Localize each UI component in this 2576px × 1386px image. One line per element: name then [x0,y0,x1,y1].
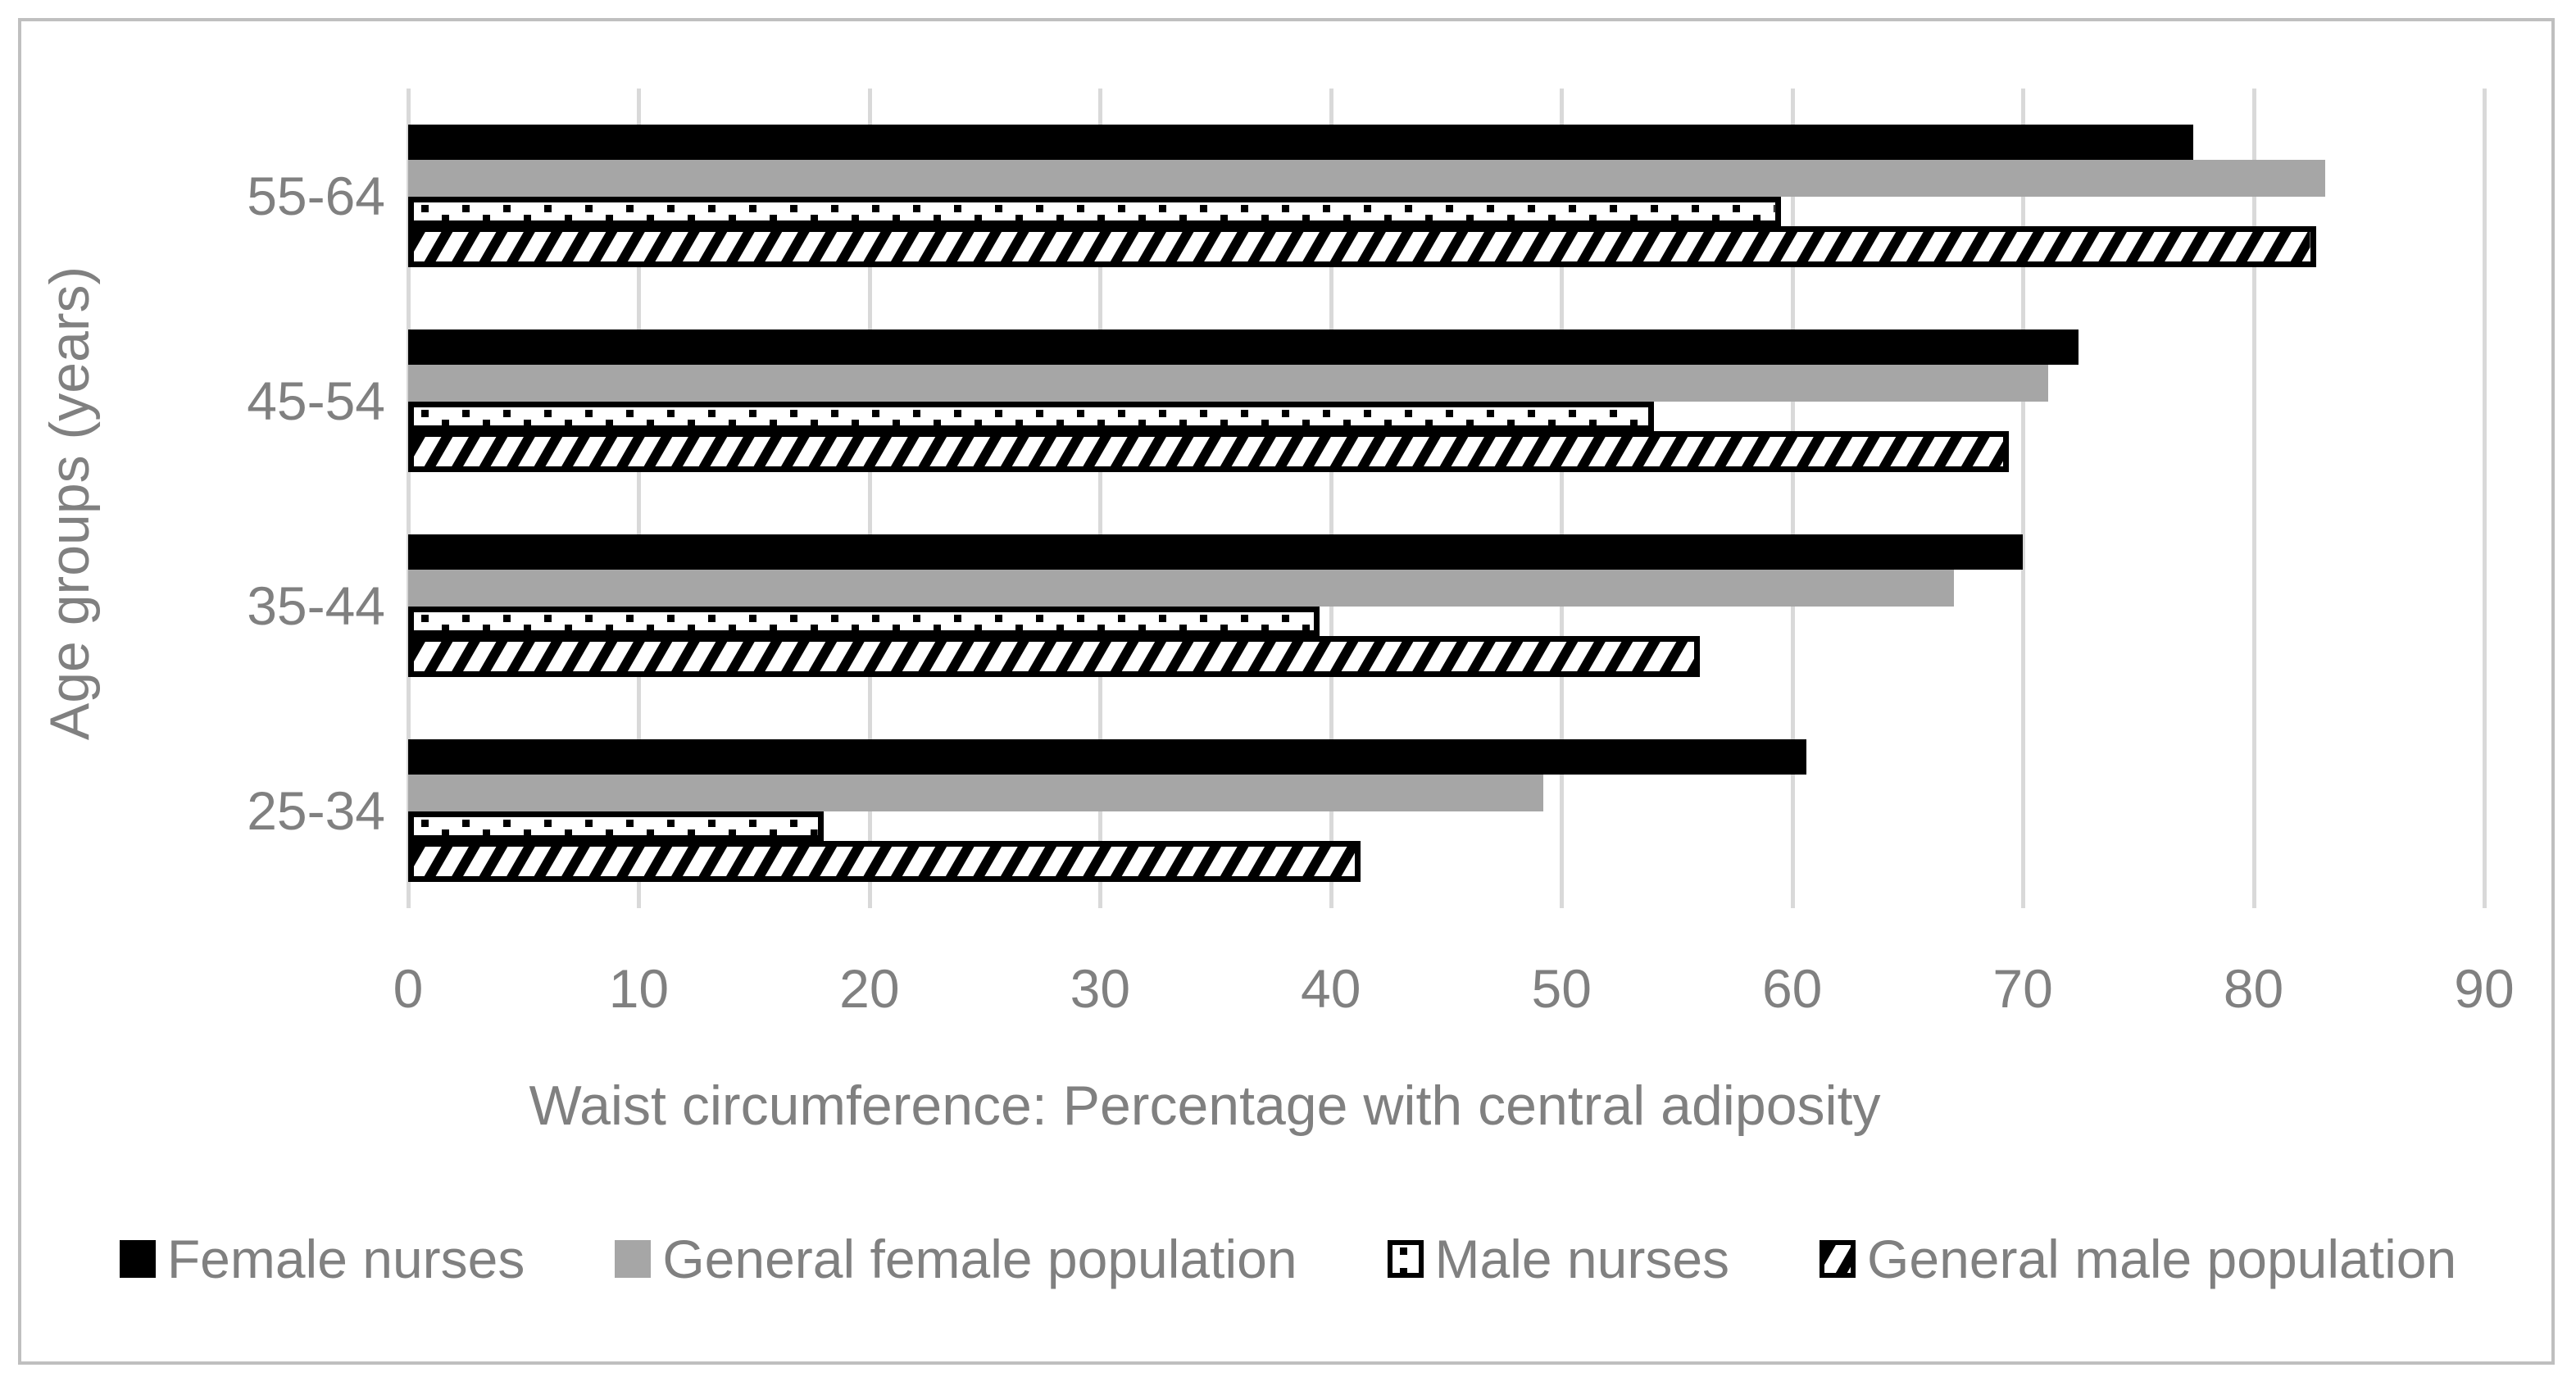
legend-item-female-nurses: Female nurses [119,1228,525,1290]
bar-male-nurses-25-34 [408,811,824,841]
legend-label: Female nurses [166,1229,525,1289]
gridline-90 [2483,89,2487,908]
legend-swatch-solid-gray [615,1240,652,1278]
bar-general-female-population-35-44 [408,570,1954,607]
legend-item-male-nurses: Male nurses [1387,1228,1730,1290]
tick-label-20: 20 [839,958,900,1019]
tick-label-40: 40 [1301,958,1361,1019]
legend-swatch-hatch-pattern [1820,1240,1856,1278]
bar-male-nurses-35-44 [408,607,1320,636]
bar-group-35-44 [408,534,2484,677]
gridline-20 [867,89,872,908]
tick-label-70: 70 [1992,958,2053,1019]
legend-label: General female population [662,1229,1297,1289]
bar-general-female-population-55-64 [408,160,2325,197]
legend-label: Male nurses [1434,1229,1730,1289]
category-label-55-64: 55-64 [247,166,385,226]
category-label-45-54: 45-54 [247,370,385,431]
bar-group-55-64 [408,125,2484,267]
bar-female-nurses-55-64 [408,125,2194,160]
legend-item-general-female-population: General female population [615,1228,1297,1290]
legend: Female nurses General female population Ma… [0,1228,2576,1290]
bar-group-25-34 [408,739,2484,882]
gridline-50 [1560,89,1565,908]
gridline-70 [2021,89,2026,908]
tick-label-50: 50 [1531,958,1592,1019]
bar-general-male-population-55-64 [408,226,2316,267]
tick-label-0: 0 [393,958,424,1019]
gridline-40 [1329,89,1333,908]
bar-male-nurses-55-64 [408,197,1781,226]
legend-swatch-solid-black [119,1240,156,1278]
bar-female-nurses-35-44 [408,534,2024,570]
tick-label-90: 90 [2454,958,2515,1019]
category-label-35-44: 35-44 [247,575,385,636]
legend-swatch-dot-pattern [1387,1240,1424,1278]
bar-group-45-54 [408,329,2484,472]
gridline-80 [2251,89,2256,908]
plot-area [407,89,2487,908]
bar-male-nurses-45-54 [408,402,1654,431]
value-axis-line [407,89,411,908]
bar-general-male-population-25-34 [408,841,1361,882]
gridline-30 [1098,89,1103,908]
gridline-10 [637,89,642,908]
tick-label-60: 60 [1761,958,1823,1019]
tick-label-80: 80 [2223,958,2284,1019]
tick-label-10: 10 [608,958,670,1019]
bar-general-female-population-45-54 [408,365,2049,402]
y-axis-title: Age groups (years) [39,266,101,741]
legend-item-general-male-population: General male population [1820,1228,2456,1290]
bar-general-female-population-25-34 [408,775,1543,811]
legend-label: General male population [1867,1229,2457,1289]
bar-general-male-population-35-44 [408,636,1701,677]
bar-general-male-population-45-54 [408,431,2010,472]
bar-female-nurses-45-54 [408,329,2079,365]
bar-female-nurses-25-34 [408,739,1806,775]
tick-label-30: 30 [1070,958,1131,1019]
category-label-25-34: 25-34 [247,780,385,841]
gridline-60 [1790,89,1795,908]
x-axis-title: Waist circumference: Percentage with cen… [529,1075,1881,1137]
